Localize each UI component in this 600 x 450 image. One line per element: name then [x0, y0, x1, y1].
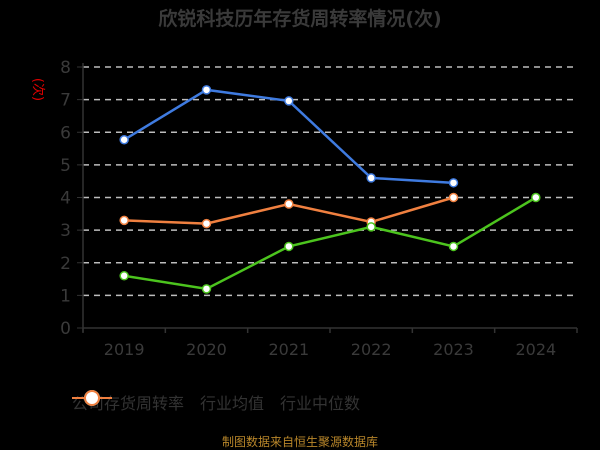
y-tick-label: 0	[60, 319, 71, 339]
y-tick-label: 3	[60, 221, 71, 241]
data-point[interactable]	[119, 135, 129, 145]
chart-title: 欣锐科技历年存货周转率情况(次)	[158, 8, 442, 30]
data-point[interactable]	[119, 215, 129, 226]
data-point[interactable]	[119, 271, 129, 281]
y-tick-label: 2	[60, 254, 71, 274]
data-point[interactable]	[448, 192, 459, 203]
x-tick-label: 2021	[268, 340, 309, 359]
data-point[interactable]	[201, 85, 212, 95]
y-tick-label: 8	[60, 58, 71, 78]
legend-label: 行业中位数	[280, 394, 361, 413]
x-tick-label: 2023	[433, 340, 474, 359]
y-tick-label: 4	[60, 189, 71, 209]
data-point[interactable]	[366, 173, 376, 183]
data-source-note: 制图数据来自恒生聚源数据库	[221, 435, 378, 449]
data-point[interactable]	[448, 178, 459, 188]
series-line	[123, 196, 537, 291]
data-point[interactable]	[531, 192, 541, 203]
y-tick-label: 1	[60, 286, 71, 306]
data-point[interactable]	[201, 218, 212, 229]
data-point[interactable]	[284, 199, 294, 209]
y-tick-label: 5	[60, 156, 71, 176]
legend: 公司存货周转率 行业均值 行业中位数	[72, 390, 360, 414]
x-tick-label: 2022	[351, 340, 392, 359]
data-point[interactable]	[284, 96, 294, 106]
x-tick-label: 2024	[515, 340, 556, 359]
line-chart: 0 1 2 3 4 5 6 7 8 2019 2020 2021 2022 2023 2024	[60, 58, 578, 359]
legend-item-industry-median[interactable]: 行业中位数	[72, 390, 361, 414]
legend-item-industry-average[interactable]: 行业均值	[72, 390, 265, 414]
data-point[interactable]	[284, 241, 294, 252]
data-point[interactable]	[448, 241, 459, 252]
x-tick-label: 2019	[104, 340, 145, 359]
legend-marker-orange-icon	[72, 390, 112, 406]
y-tick-label: 6	[60, 123, 71, 143]
data-point[interactable]	[366, 222, 376, 232]
legend-label: 行业均值	[200, 394, 265, 413]
data-point[interactable]	[201, 284, 212, 294]
x-tick-label: 2020	[186, 340, 227, 359]
y-tick-label: 7	[60, 91, 71, 111]
